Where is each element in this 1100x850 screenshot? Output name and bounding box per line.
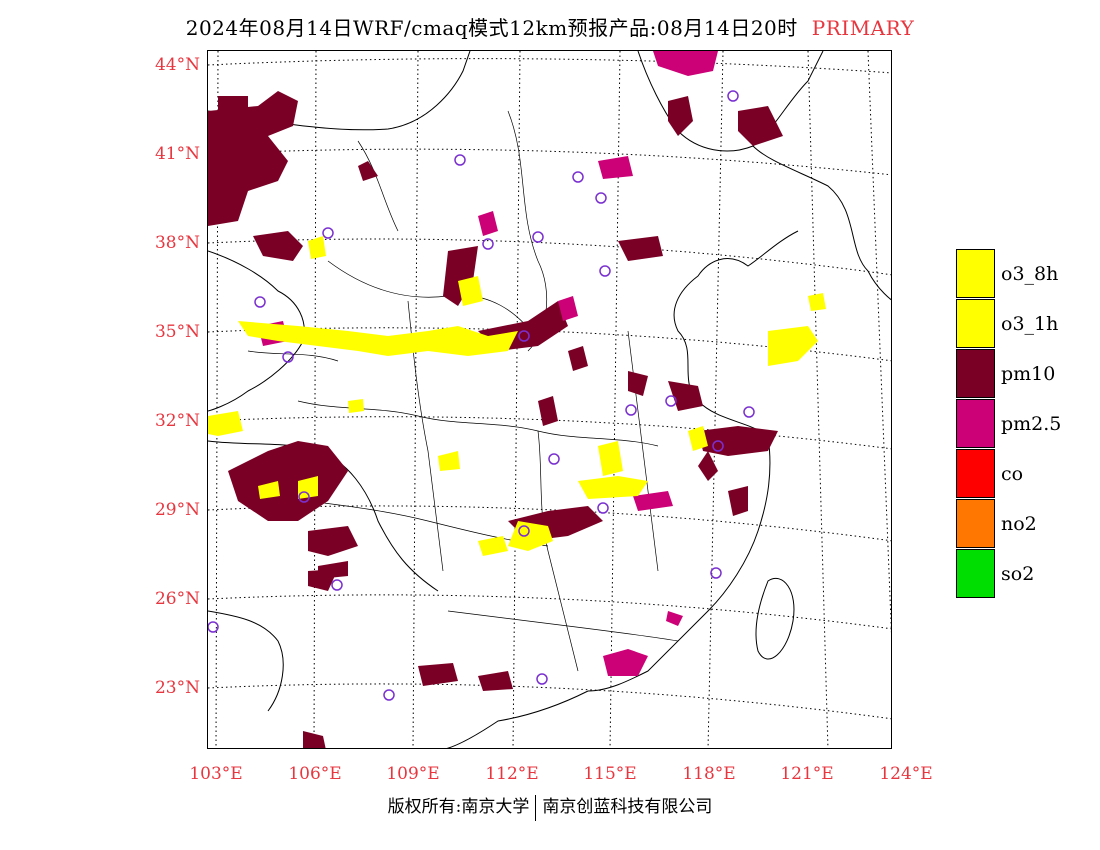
lat-label-26: 26°N <box>154 589 200 609</box>
title-text: 2024年08月14日WRF/cmaq模式12km预报产品:08月14日20时 <box>185 16 798 40</box>
copyright-right: 南京创蓝科技有限公司 <box>542 797 713 817</box>
lat-label-29: 29°N <box>154 500 200 520</box>
lat-label-38: 38°N <box>154 233 200 253</box>
legend-swatch-pm10 <box>956 349 995 398</box>
lon-label-103: 103°E <box>189 764 243 784</box>
legend-swatch-pm25 <box>956 399 995 448</box>
boundary-lines <box>208 51 891 748</box>
legend-label-pm10: pm10 <box>1001 363 1056 385</box>
legend-label-co: co <box>1001 463 1024 485</box>
o3-patches <box>208 236 826 556</box>
copyright-left: 版权所有:南京大学 <box>387 797 530 817</box>
legend-swatch-o3-8h <box>956 249 995 298</box>
forecast-map[interactable] <box>207 50 892 749</box>
lon-label-115: 115°E <box>583 764 637 784</box>
pm10-patches <box>208 91 783 748</box>
lon-label-121: 121°E <box>780 764 834 784</box>
legend-swatch-o3-1h <box>956 299 995 348</box>
lat-label-44: 44°N <box>154 55 200 75</box>
primary-tag: PRIMARY <box>811 16 915 40</box>
map-title: 2024年08月14日WRF/cmaq模式12km预报产品:08月14日20时 P… <box>0 12 1100 41</box>
lon-label-124: 124°E <box>879 764 933 784</box>
map-canvas <box>208 51 891 748</box>
lat-label-41: 41°N <box>154 144 200 164</box>
legend-label-o3-8h: o3_8h <box>1001 263 1059 285</box>
legend-label-no2: no2 <box>1001 513 1037 535</box>
lat-label-32: 32°N <box>154 411 200 431</box>
legend-label-so2: so2 <box>1001 563 1035 585</box>
lon-label-106: 106°E <box>288 764 342 784</box>
lon-label-112: 112°E <box>485 764 539 784</box>
station-markers <box>208 90 755 701</box>
lat-label-35: 35°N <box>154 322 200 342</box>
lon-label-118: 118°E <box>682 764 736 784</box>
legend-label-o3-1h: o3_1h <box>1001 313 1059 335</box>
legend-swatch-so2 <box>956 549 995 598</box>
legend-swatch-co <box>956 449 995 498</box>
copyright-footer: 版权所有:南京大学 南京创蓝科技有限公司 <box>0 792 1100 821</box>
legend-swatch-no2 <box>956 499 995 548</box>
lon-label-109: 109°E <box>386 764 440 784</box>
lat-label-23: 23°N <box>154 678 200 698</box>
legend-label-pm25: pm2.5 <box>1001 413 1062 435</box>
footer-separator <box>535 794 537 821</box>
